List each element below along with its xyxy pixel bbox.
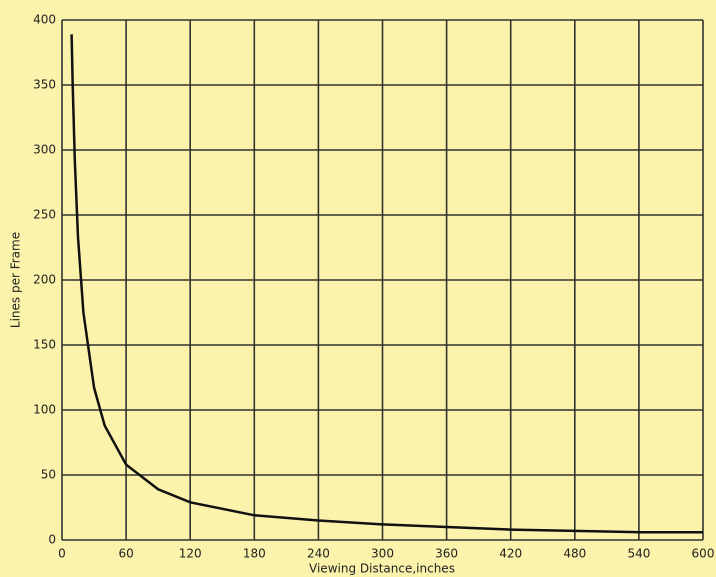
y-tick-label: 350	[33, 78, 56, 92]
x-tick-label: 360	[435, 547, 458, 561]
y-tick-label: 50	[41, 468, 56, 482]
y-tick-label: 400	[33, 13, 56, 27]
y-tick-label: 100	[33, 403, 56, 417]
y-tick-label: 0	[48, 533, 56, 547]
x-tick-label: 0	[58, 547, 66, 561]
x-tick-label: 420	[499, 547, 522, 561]
x-axis-label: Viewing Distance,inches	[309, 562, 455, 576]
y-tick-label: 200	[33, 273, 56, 287]
y-tick-label: 250	[33, 208, 56, 222]
data-line	[70, 34, 703, 534]
y-tick-label: 300	[33, 143, 56, 157]
x-tick-label: 480	[563, 547, 586, 561]
y-tick-label: 150	[33, 338, 56, 352]
x-tick-label: 120	[179, 547, 202, 561]
x-tick-label: 600	[692, 547, 715, 561]
x-tick-label: 60	[118, 547, 133, 561]
y-axis-label: Lines per Frame	[9, 232, 23, 328]
x-tick-label: 240	[307, 547, 330, 561]
x-tick-label: 180	[243, 547, 266, 561]
x-tick-label: 540	[627, 547, 650, 561]
x-tick-label: 300	[371, 547, 394, 561]
